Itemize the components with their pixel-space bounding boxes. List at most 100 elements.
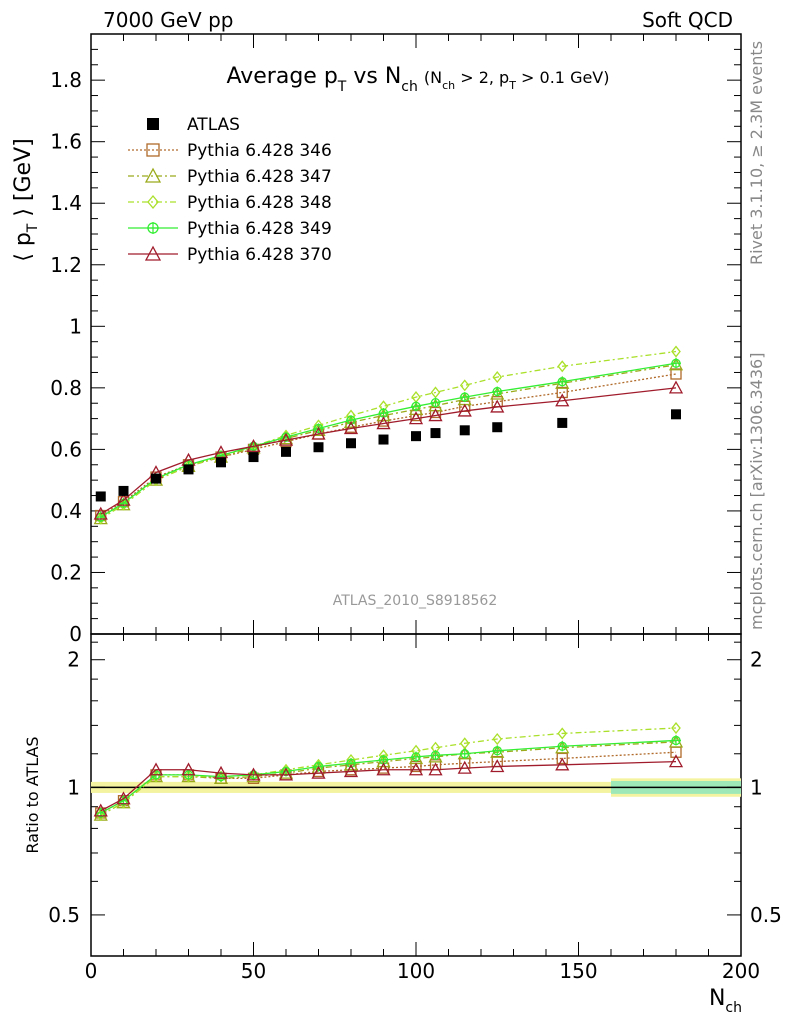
point-pythia-6-428-346 [670,368,682,380]
series-line-pythia-6-428-348 [100,350,677,520]
y-axis-label: ⟨ pT ⟩ [GeV] [11,138,41,261]
point-pythia-6-428-370 [246,438,261,452]
y-tick-label: 1 [69,314,82,338]
legend-label-pythia-6-428-348: Pythia 6.428 348 [187,193,332,213]
legend-marker-pythia-6-428-346 [146,143,160,157]
ratio-point-pythia-6-428-349 [557,741,568,752]
ratio-point-pythia-6-428-370 [668,754,684,768]
ratio-point-pythia-6-428-348 [492,732,503,746]
legend-label-pythia-6-428-347: Pythia 6.428 347 [187,167,332,187]
x-tick-label: 200 [722,959,760,983]
ratio-point-pythia-6-428-347 [490,744,505,758]
series-line-pythia-6-428-346 [100,373,677,517]
ratio-point-pythia-6-428-370 [555,757,570,771]
legend-marker-pythia-6-428-370 [144,245,162,261]
point-pythia-6-428-370 [408,411,424,425]
point-pythia-6-428-370 [116,492,131,506]
y-tick-label: 0.4 [50,499,82,523]
ratio-series-group [93,721,684,822]
ratio-tick-label-right: 2 [750,648,763,672]
point-pythia-6-428-349 [430,397,441,408]
legend: ATLAS Pythia 6.428 346 Pythia 6.428 347 Pyt… [128,115,332,265]
x-tick-label: 0 [85,959,98,983]
ratio-tick-label: 2 [67,648,80,672]
point-pythia-6-428-349 [492,386,503,397]
legend-entry-pythia-6-428-347: Pythia 6.428 347 [128,167,332,187]
ratio-line-pythia-6-428-370 [100,760,677,812]
y-tick-label: 1.4 [50,191,82,215]
ratio-point-pythia-6-428-370 [457,760,472,774]
point-atlas [183,464,194,475]
point-pythia-6-428-346 [556,386,568,399]
point-pythia-6-428-370 [343,421,359,435]
point-pythia-6-428-370 [278,432,294,446]
point-pythia-6-428-370 [311,426,326,440]
mcplots-source-label: mcplots.cern.ch [arXiv:1306.3436] [747,353,766,630]
y-tick-label: 0.6 [50,437,82,461]
point-atlas [557,417,568,428]
legend-label-pythia-6-428-349: Pythia 6.428 349 [187,219,332,239]
point-pythia-6-428-349 [459,392,470,403]
point-atlas [459,425,470,436]
ratio-line-pythia-6-428-346 [100,751,677,814]
ratio-point-pythia-6-428-348 [671,721,681,735]
ratio-point-pythia-6-428-370 [213,765,229,779]
ratio-tick-label: 1 [67,775,80,799]
ratio-line-pythia-6-428-349 [100,739,677,814]
legend-entry-pythia-6-428-348: Pythia 6.428 348 [128,193,332,213]
point-atlas [151,473,161,484]
legend-marker-atlas [147,118,159,130]
point-atlas [118,485,129,496]
rivet-version-label: Rivet 3.1.10, ≥ 2.3M events [747,41,766,265]
ratio-tick-label: 0.5 [48,903,80,927]
series-line-pythia-6-428-349 [100,362,677,518]
y-tick-label: 1.6 [50,130,82,154]
ratio-point-pythia-6-428-370 [116,791,131,805]
chart-title: Average pT vs Nch (Nch > 2, pT > 0.1 GeV) [226,64,609,95]
y-tick-label: 1.2 [50,253,82,277]
ratio-point-pythia-6-428-347 [555,740,570,754]
ratio-line-pythia-6-428-347 [100,741,677,816]
legend-label-pythia-6-428-370: Pythia 6.428 370 [187,245,332,265]
ratio-point-pythia-6-428-349 [671,735,681,746]
ratio-point-pythia-6-428-370 [311,765,326,779]
point-pythia-6-428-348 [671,345,681,358]
point-atlas [378,434,389,445]
point-atlas [281,446,291,457]
legend-entry-pythia-6-428-370: Pythia 6.428 370 [128,245,332,265]
point-atlas [248,452,259,463]
ratio-tick-label-right: 0.5 [750,903,782,927]
x-tick-label: 100 [397,959,435,983]
ratio-y-axis-label: Ratio to ATLAS [23,736,42,853]
legend-label-pythia-6-428-346: Pythia 6.428 346 [187,141,332,161]
point-pythia-6-428-370 [555,393,570,407]
point-pythia-6-428-347 [343,414,359,428]
axis-ticks [90,34,742,956]
ratio-point-pythia-6-428-370 [93,803,108,817]
ratio-point-pythia-6-428-347 [376,754,391,768]
ratio-point-pythia-6-428-349 [411,751,421,762]
ratio-point-pythia-6-428-370 [148,762,164,776]
legend-entry-pythia-6-428-346: Pythia 6.428 346 [128,141,332,161]
point-pythia-6-428-370 [93,506,108,520]
y-tick-label: 0.8 [50,376,82,400]
ratio-point-pythia-6-428-347 [428,749,443,763]
point-pythia-6-428-349 [557,376,568,387]
point-pythia-6-428-370 [490,399,505,413]
point-atlas [411,431,421,442]
legend-entry-atlas: ATLAS [147,115,240,135]
ratio-point-pythia-6-428-370 [376,762,391,776]
ratio-tick-label-right: 1 [750,775,763,799]
ratio-point-pythia-6-428-370 [246,767,261,781]
x-tick-label: 50 [241,959,266,983]
legend-marker-pythia-6-428-349 [147,222,159,234]
point-pythia-6-428-349 [671,358,681,369]
point-pythia-6-428-349 [411,401,421,412]
header-category-label: Soft QCD [642,8,733,32]
point-pythia-6-428-348 [430,386,441,399]
series-line-pythia-6-428-370 [100,387,677,515]
point-pythia-6-428-348 [492,371,503,384]
ratio-uncertainty-band [91,778,741,797]
